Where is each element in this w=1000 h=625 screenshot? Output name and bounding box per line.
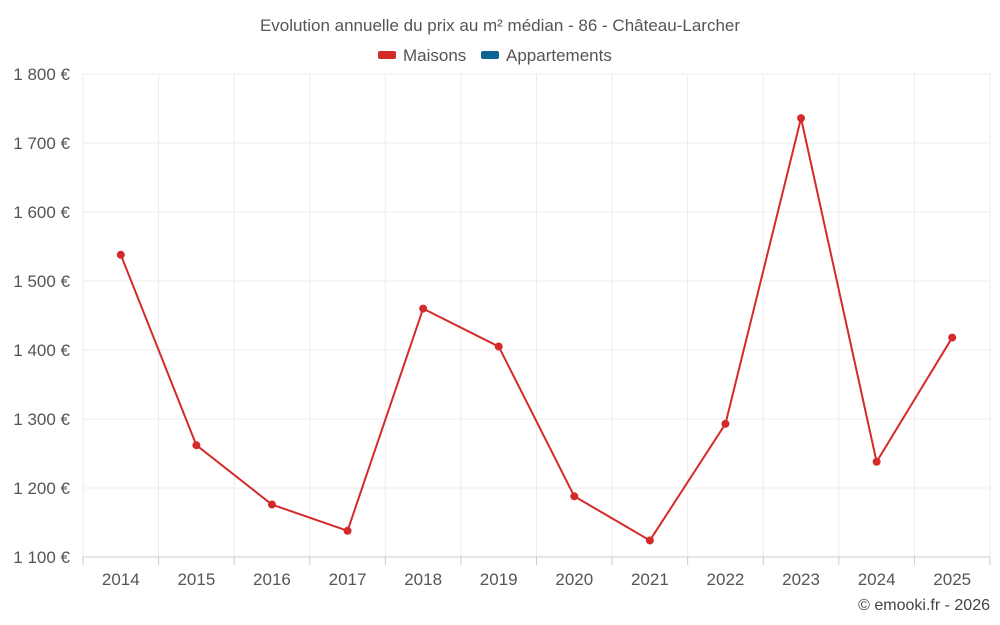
series-line-maisons xyxy=(119,117,954,542)
x-gridlines xyxy=(82,74,991,565)
chart-title: Evolution annuelle du prix au m² médian … xyxy=(260,16,740,35)
data-point-maisons-2016[interactable] xyxy=(267,500,276,509)
data-point-maisons-2019[interactable] xyxy=(494,342,503,351)
x-tick-label: 2018 xyxy=(404,570,442,589)
legend-label-appartements: Appartements xyxy=(506,46,612,65)
x-tick-label: 2015 xyxy=(177,570,215,589)
data-point-maisons-2014[interactable] xyxy=(116,250,125,259)
y-tick-label: 1 200 € xyxy=(13,479,70,498)
y-axis-labels: 1 100 € 1 200 € 1 300 € 1 400 € 1 500 € 1 600… xyxy=(13,65,70,567)
data-point-maisons-2024[interactable] xyxy=(872,457,881,466)
y-tick-label: 1 700 € xyxy=(13,134,70,153)
data-point-maisons-2015[interactable] xyxy=(192,441,201,450)
data-point-maisons-2022[interactable] xyxy=(721,419,730,428)
x-axis-labels: 2014 2015 2016 2017 2018 2019 2020 2021 2022 2023… xyxy=(102,570,971,589)
y-tick-label: 1 800 € xyxy=(13,65,70,84)
legend-swatch-appartements xyxy=(481,51,499,59)
x-tick-label: 2016 xyxy=(253,570,291,589)
y-tick-label: 1 400 € xyxy=(13,341,70,360)
data-point-maisons-2021[interactable] xyxy=(645,536,654,545)
x-tick-label: 2020 xyxy=(555,570,593,589)
y-tick-label: 1 300 € xyxy=(13,410,70,429)
x-tick-label: 2024 xyxy=(858,570,896,589)
y-tick-label: 1 100 € xyxy=(13,548,70,567)
legend-label-maisons: Maisons xyxy=(403,46,466,65)
x-tick-label: 2014 xyxy=(102,570,140,589)
x-tick-label: 2017 xyxy=(329,570,367,589)
x-tick-label: 2021 xyxy=(631,570,669,589)
x-tick-label: 2022 xyxy=(707,570,745,589)
x-tick-label: 2025 xyxy=(933,570,971,589)
credit-text: © emooki.fr - 2026 xyxy=(858,597,990,614)
data-point-maisons-2020[interactable] xyxy=(570,492,579,501)
legend-item-appartements[interactable]: Appartements xyxy=(481,46,612,65)
legend-swatch-maisons xyxy=(378,51,396,59)
x-tick-label: 2019 xyxy=(480,570,518,589)
y-tick-label: 1 600 € xyxy=(13,203,70,222)
data-point-maisons-2025[interactable] xyxy=(948,333,957,342)
legend: Maisons Appartements xyxy=(378,46,612,65)
data-point-maisons-2017[interactable] xyxy=(343,526,352,535)
x-tick-label: 2023 xyxy=(782,570,820,589)
y-tick-label: 1 500 € xyxy=(13,272,70,291)
legend-item-maisons[interactable]: Maisons xyxy=(378,46,466,65)
series-maisons xyxy=(116,114,957,545)
data-point-maisons-2018[interactable] xyxy=(419,304,428,313)
data-point-maisons-2023[interactable] xyxy=(797,114,806,123)
